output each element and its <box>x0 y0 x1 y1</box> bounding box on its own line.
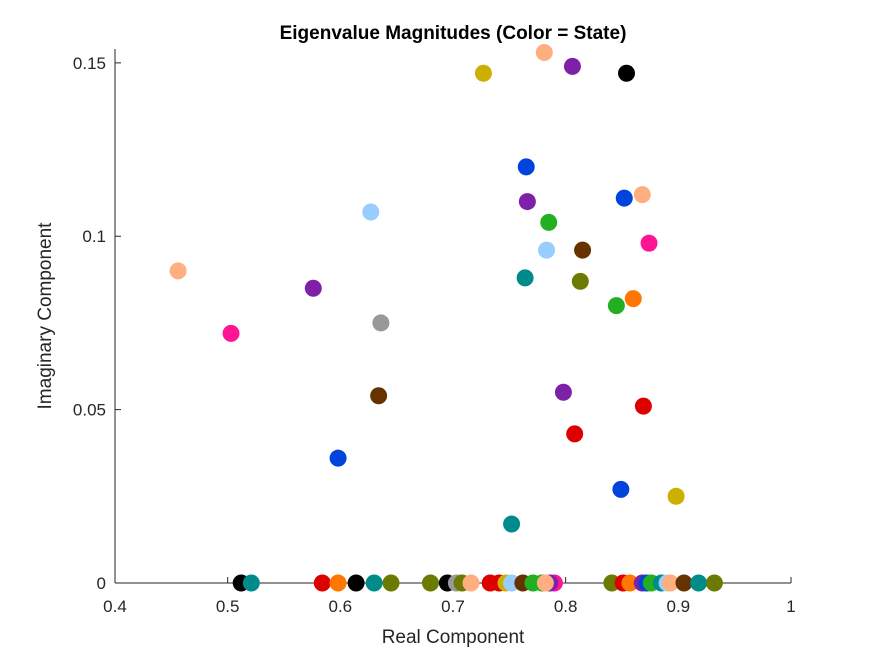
data-point <box>554 383 572 401</box>
chart-title: Eigenvalue Magnitudes (Color = State) <box>280 23 627 44</box>
data-point <box>503 515 521 533</box>
data-point <box>574 241 592 259</box>
data-point <box>563 57 581 75</box>
data-point <box>640 234 658 252</box>
data-point <box>535 43 553 61</box>
data-point <box>621 574 639 592</box>
x-axis-label: Real Component <box>382 627 525 648</box>
x-tick-label: 0.8 <box>554 597 578 616</box>
data-point <box>540 213 558 231</box>
x-tick-label: 0.9 <box>667 597 691 616</box>
x-tick-label: 0.5 <box>216 597 240 616</box>
x-tick-label: 0.6 <box>329 597 353 616</box>
x-tick-label: 1 <box>786 597 795 616</box>
data-point <box>615 189 633 207</box>
data-point <box>538 241 556 259</box>
data-point <box>624 290 642 308</box>
data-point <box>329 449 347 467</box>
data-point <box>362 203 380 221</box>
axes: 0.4 0.5 0.6 0.7 0.8 0.9 1 0 0.05 0.1 0.15 <box>73 49 796 616</box>
data-point <box>421 574 439 592</box>
data-point <box>329 574 347 592</box>
data-point <box>675 574 693 592</box>
y-tick-label: 0.05 <box>73 401 106 420</box>
data-point <box>536 574 554 592</box>
data-point <box>705 574 723 592</box>
x-tick-label: 0.7 <box>441 597 465 616</box>
data-point <box>365 574 383 592</box>
data-point <box>370 387 388 405</box>
data-point <box>661 574 679 592</box>
data-point <box>667 487 685 505</box>
data-point <box>634 397 652 415</box>
data-point <box>242 574 260 592</box>
data-point <box>517 158 535 176</box>
data-point <box>222 324 240 342</box>
data-point <box>516 269 534 287</box>
data-points <box>169 43 723 592</box>
data-point <box>169 262 187 280</box>
data-point <box>612 480 630 498</box>
data-point <box>372 314 390 332</box>
data-point <box>571 272 589 290</box>
data-point <box>313 574 331 592</box>
y-tick-label: 0.15 <box>73 54 106 73</box>
data-point <box>690 574 708 592</box>
data-point <box>607 297 625 315</box>
y-axis-label: Imaginary Component <box>35 222 56 410</box>
x-tick-label: 0.4 <box>103 597 127 616</box>
data-point <box>618 64 636 82</box>
data-point <box>566 425 584 443</box>
data-point <box>462 574 480 592</box>
data-point <box>633 186 651 204</box>
data-point <box>304 279 322 297</box>
data-point <box>518 193 536 211</box>
y-tick-label: 0 <box>97 574 106 593</box>
data-point <box>474 64 492 82</box>
data-point <box>382 574 400 592</box>
data-point <box>347 574 365 592</box>
y-tick-label: 0.1 <box>82 227 106 246</box>
